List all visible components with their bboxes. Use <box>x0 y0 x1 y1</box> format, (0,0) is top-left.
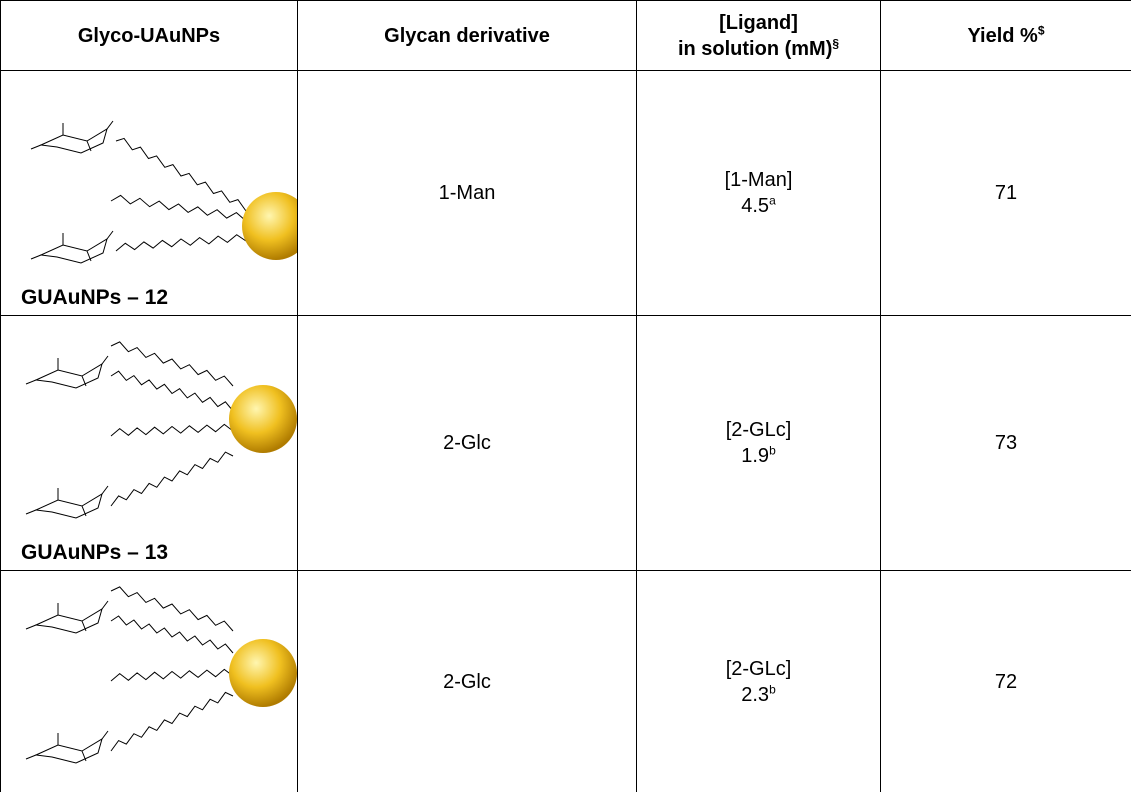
chain <box>110 451 234 507</box>
header-text: Glyco-UAuNPs <box>77 24 221 47</box>
structure-cell: GUAuNPs – 12 <box>0 70 298 316</box>
gold-nanoparticle <box>229 639 297 707</box>
table-row: GUAuNPs – 13 2-Glc [2-GLc] 1.9b 73 <box>0 315 1131 571</box>
chain <box>110 341 234 387</box>
sugar-ring <box>34 737 103 764</box>
chain <box>110 370 234 412</box>
ligand-text: [2-GLc] <box>725 419 792 441</box>
gold-nanoparticle <box>242 192 297 260</box>
ligand-cell: [2-GLc] 2.3b <box>636 570 881 792</box>
derivative-text: 2-Glc <box>443 670 491 693</box>
ligand-cell: [1-Man] 4.5a <box>636 70 881 316</box>
table-row: GUAuNPs – 12 1-Man [1-Man] 4.5a 71 <box>0 70 1131 316</box>
header-cell: Glycan derivative <box>297 0 637 71</box>
ligand-cell: [2-GLc] 1.9b <box>636 315 881 571</box>
sugar-bonds <box>30 230 114 262</box>
derivative-text: 2-Glc <box>443 432 491 454</box>
chain <box>110 668 234 682</box>
header-text: [Ligand] <box>719 11 798 34</box>
chain <box>110 586 234 632</box>
header-cell: Yield %$ <box>880 0 1131 71</box>
header-text: Glycan derivative <box>384 24 550 47</box>
structure-cell: GUAuNPs – 13 <box>0 315 298 571</box>
structure-cell <box>0 570 298 792</box>
gold-nanoparticle <box>229 385 297 453</box>
header-cell: Glyco-UAuNPs <box>0 0 298 71</box>
derivative-cell: 2-Glc <box>297 315 637 571</box>
sugar-bonds <box>25 485 109 517</box>
structure-drawing <box>25 586 297 764</box>
header-text: in solution (mM) <box>677 37 833 60</box>
yield-text: 73 <box>994 432 1018 454</box>
yield-text: 71 <box>994 182 1018 204</box>
ligand-text: [1-Man] <box>724 169 793 191</box>
sugar-bonds <box>25 730 109 762</box>
sugar-ring <box>34 362 103 389</box>
concentration-text: 2.3 <box>741 683 770 706</box>
footnote-mark: a <box>769 193 776 208</box>
yield-cell: 71 <box>880 70 1131 316</box>
chain <box>110 615 234 654</box>
nanoparticle-label: GUAuNPs – 13 <box>21 541 169 564</box>
yield-cell: 72 <box>880 570 1131 792</box>
sugar-ring <box>39 237 108 264</box>
header-cell: [Ligand] in solution (mM)§ <box>636 0 881 71</box>
chain <box>115 234 247 252</box>
sugar-ring <box>39 127 108 154</box>
ligand-text: [2-GLc] <box>725 657 792 680</box>
derivative-cell: 1-Man <box>297 70 637 316</box>
yield-text: 72 <box>994 670 1018 693</box>
derivative-cell: 2-Glc <box>297 570 637 792</box>
footnote-mark: b <box>769 681 776 696</box>
sugar-bonds <box>25 600 109 632</box>
chain <box>110 691 234 752</box>
sugar-bonds <box>25 355 109 387</box>
sugar-bonds <box>30 120 114 152</box>
header-row: Glyco-UAuNPs Glycan derivative [Ligand] i… <box>0 0 1131 71</box>
table-row: 2-Glc [2-GLc] 2.3b 72 <box>0 570 1131 792</box>
structure-drawing <box>25 341 297 519</box>
concentration-text: 1.9 <box>741 445 770 467</box>
footnote-mark: b <box>769 443 776 458</box>
chain <box>110 423 234 437</box>
structure-drawing <box>30 120 297 264</box>
yield-cell: 73 <box>880 315 1131 571</box>
sugar-ring <box>34 492 103 519</box>
header-sup: $ <box>1037 22 1045 37</box>
chain <box>115 137 247 212</box>
nanoparticle-label: GUAuNPs – 12 <box>21 286 169 309</box>
concentration-text: 4.5 <box>741 195 770 217</box>
sugar-ring <box>34 607 103 634</box>
chain <box>110 194 247 222</box>
derivative-text: 1-Man <box>438 182 496 204</box>
header-text: Yield % <box>967 24 1038 47</box>
header-sup: § <box>832 35 840 50</box>
